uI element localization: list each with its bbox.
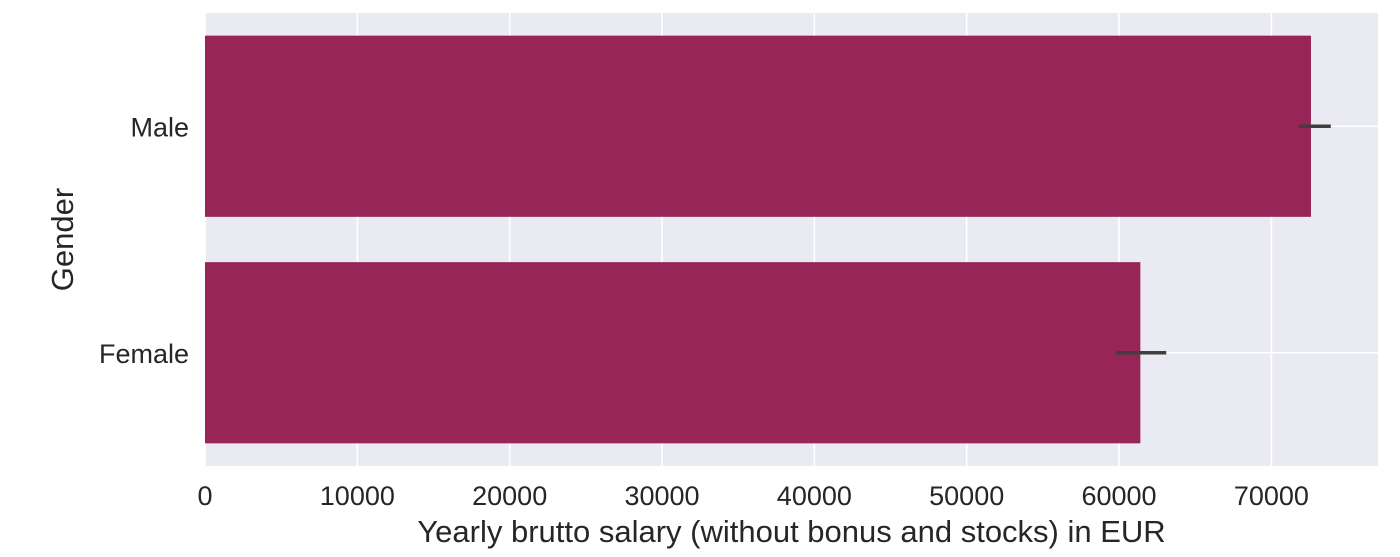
- bar-female: [205, 262, 1141, 444]
- x-axis-label: Yearly brutto salary (without bonus and …: [417, 514, 1165, 549]
- y-tick-labels: Male Female: [99, 112, 189, 369]
- x-tick-label: 30000: [624, 481, 699, 511]
- x-tick-label: 70000: [1234, 481, 1309, 511]
- x-tick-label: 40000: [777, 481, 852, 511]
- x-tick-label: 60000: [1081, 481, 1156, 511]
- x-tick-labels: 0 10000 20000 30000 40000 50000 60000 70000: [197, 481, 1308, 511]
- error-bars: [1115, 124, 1331, 355]
- y-tick-label: Female: [99, 339, 189, 369]
- x-tick-label: 50000: [929, 481, 1004, 511]
- x-tick-label: 0: [197, 481, 212, 511]
- y-axis-label: Gender: [45, 188, 80, 291]
- y-tick-label: Male: [130, 112, 189, 142]
- bar-male: [205, 35, 1311, 217]
- x-tick-label: 20000: [472, 481, 547, 511]
- x-tick-label: 10000: [320, 481, 395, 511]
- bars: [205, 35, 1311, 444]
